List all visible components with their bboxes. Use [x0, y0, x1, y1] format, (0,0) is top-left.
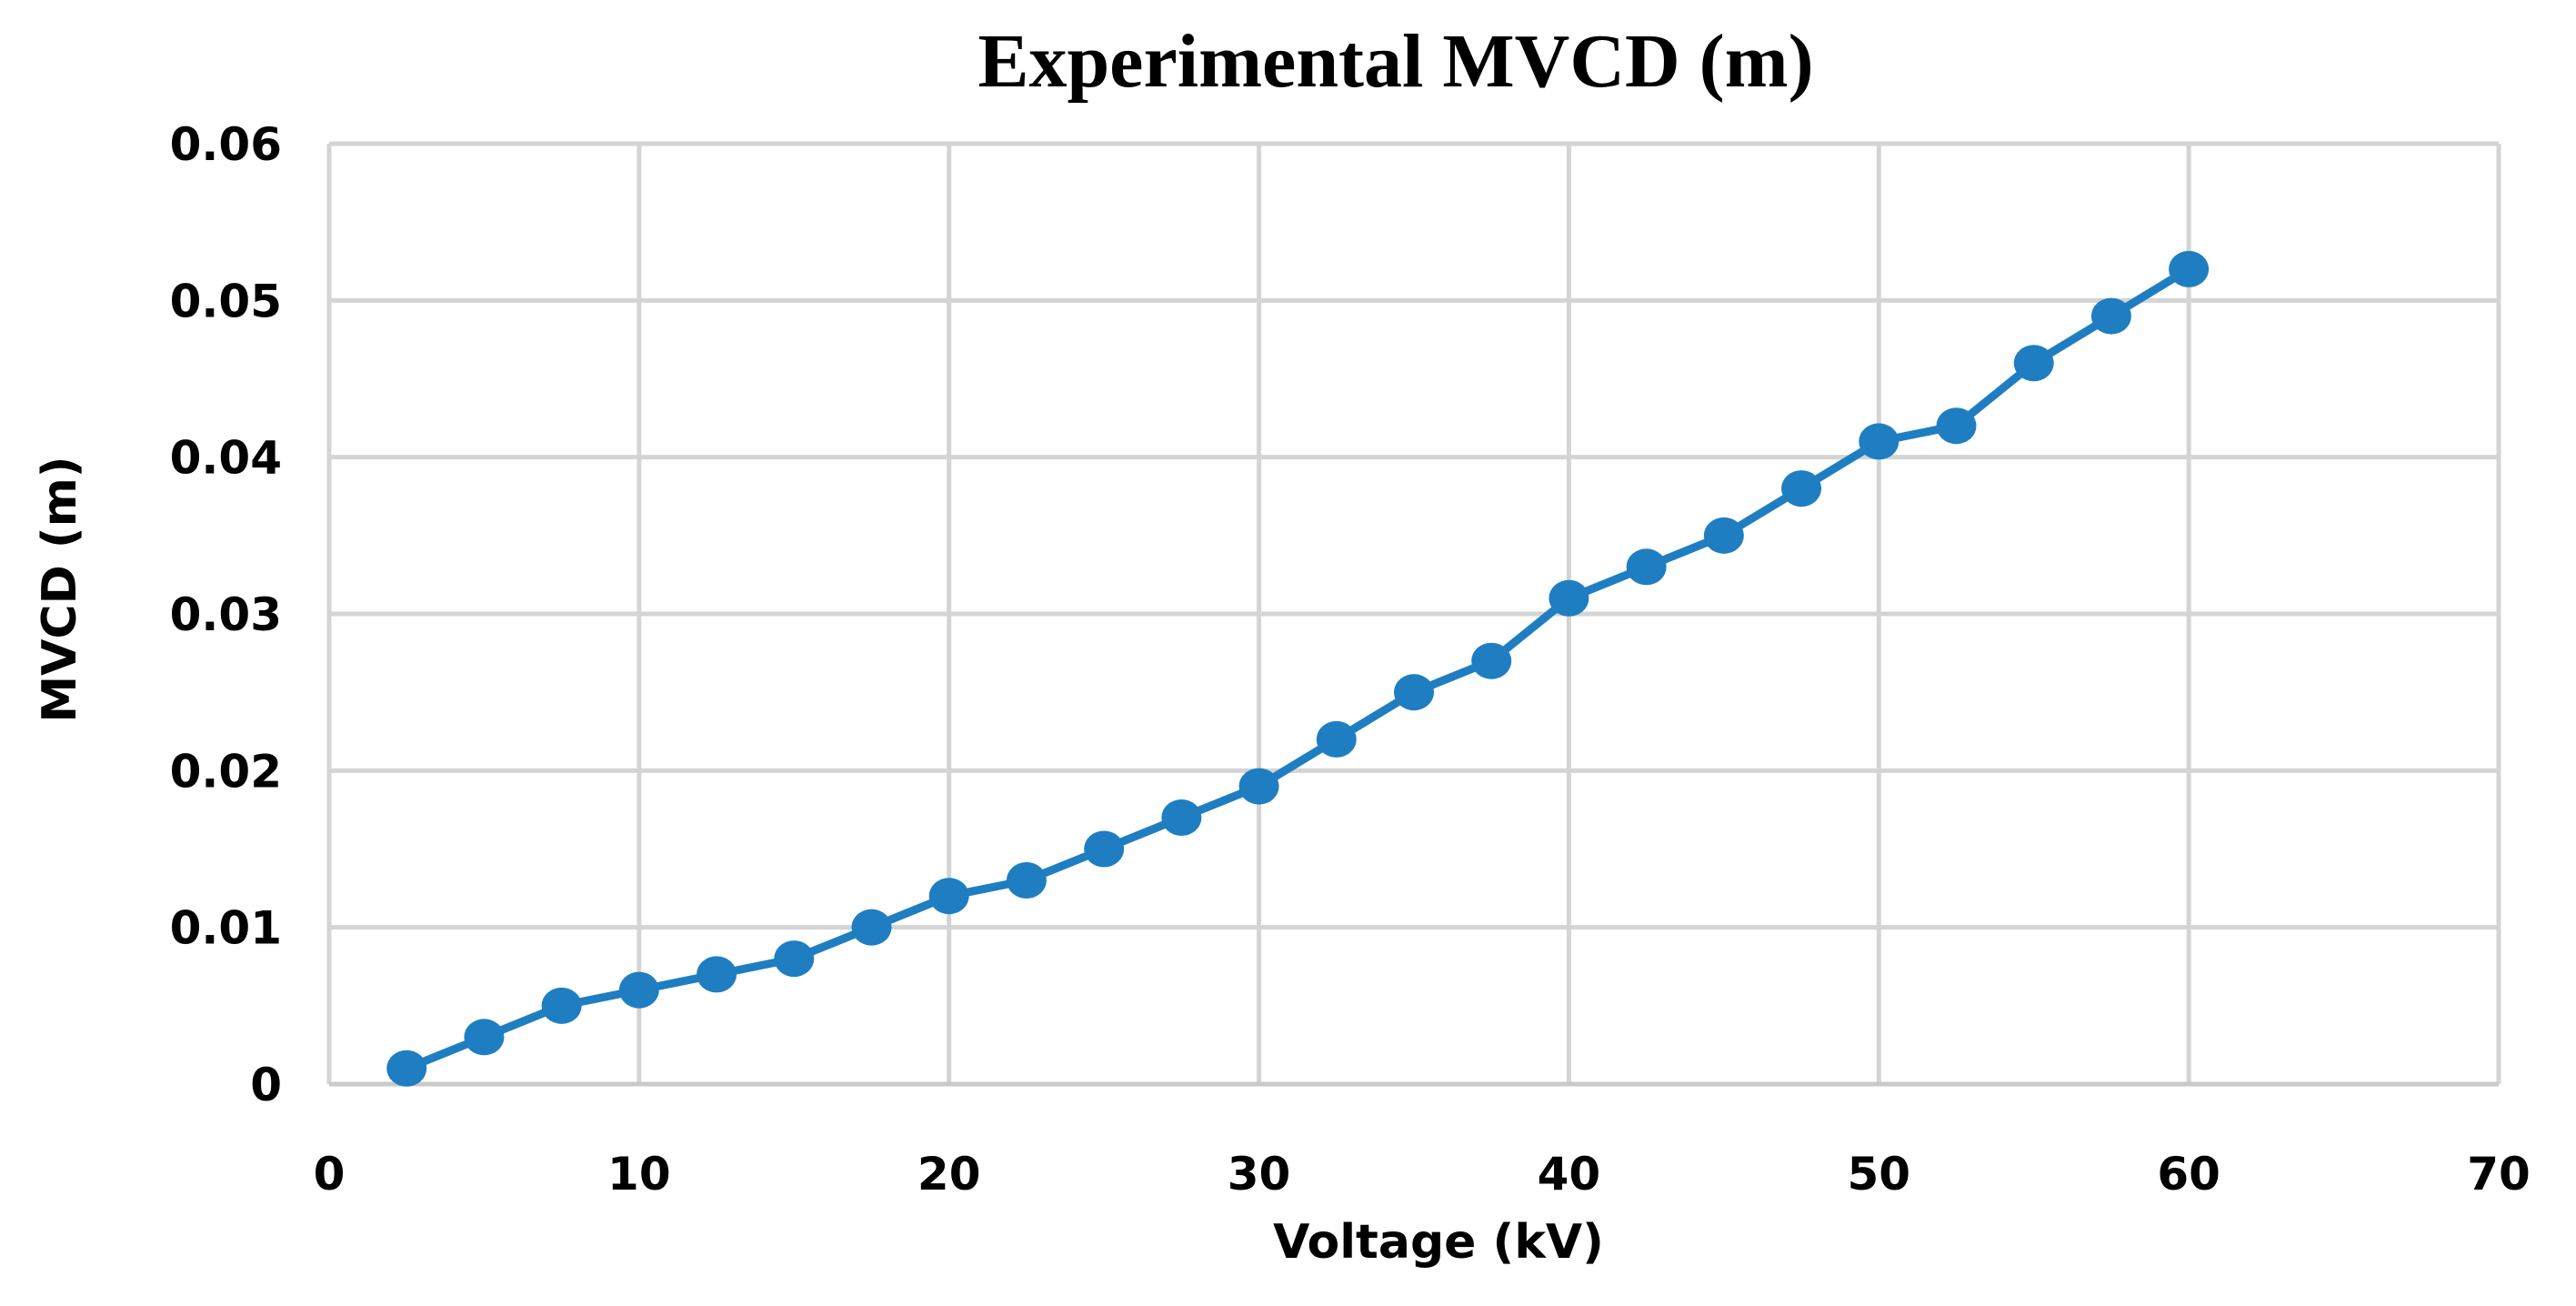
- data-point: [1859, 423, 1899, 460]
- data-point: [928, 878, 969, 915]
- data-point: [1084, 830, 1125, 868]
- data-point: [774, 940, 815, 978]
- x-tick-label: 60: [2157, 1148, 2220, 1201]
- x-tick-label: 0: [314, 1148, 346, 1201]
- y-tick-label: 0.03: [170, 588, 282, 641]
- data-point: [1936, 407, 1977, 445]
- y-tick-label: 0.01: [170, 902, 282, 955]
- series-line: [405, 266, 2191, 1072]
- chart-title: Experimental MVCD (m): [977, 19, 1813, 104]
- x-tick-label: 70: [2467, 1148, 2531, 1201]
- data-point: [1238, 768, 1279, 805]
- data-point: [697, 956, 737, 993]
- data-point: [464, 1019, 505, 1056]
- y-tick-label: 0.04: [170, 432, 282, 485]
- x-tick-label: 30: [1228, 1148, 1291, 1201]
- x-axis-label: Voltage (kV): [1273, 1215, 1604, 1270]
- data-point: [851, 909, 892, 946]
- data-point: [1549, 579, 1589, 617]
- data-point: [2090, 297, 2131, 335]
- y-axis-label: MVCD (m): [33, 456, 87, 722]
- data-point: [1781, 470, 1822, 507]
- data-point: [1394, 674, 1434, 711]
- data-point: [541, 987, 582, 1024]
- data-point: [2013, 345, 2054, 382]
- y-tick-labels: 0 0.01 0.02 0.03 0.04 0.05 0.06: [170, 118, 282, 1111]
- data-point: [1161, 799, 1202, 837]
- grid-lines: [326, 141, 2501, 1087]
- y-tick-label: 0.02: [170, 745, 282, 798]
- data-point: [1471, 642, 1512, 679]
- data-point: [1006, 861, 1047, 899]
- x-tick-label: 20: [917, 1148, 981, 1201]
- x-tick-label: 40: [1538, 1148, 1601, 1201]
- data-point: [2169, 250, 2210, 287]
- x-tick-label: 50: [1847, 1148, 1910, 1201]
- x-tick-label: 10: [607, 1148, 671, 1201]
- y-tick-label: 0.05: [170, 275, 282, 327]
- y-tick-label: 0: [250, 1059, 282, 1111]
- data-point: [1703, 517, 1744, 554]
- data-point: [618, 971, 659, 1009]
- data-point: [1626, 548, 1667, 586]
- series: [386, 250, 2210, 1087]
- data-point: [386, 1050, 427, 1087]
- y-tick-label: 0.06: [170, 118, 282, 171]
- x-tick-labels: 0 10 20 30 40 50 60 70: [314, 1148, 2531, 1201]
- data-point: [1316, 720, 1357, 758]
